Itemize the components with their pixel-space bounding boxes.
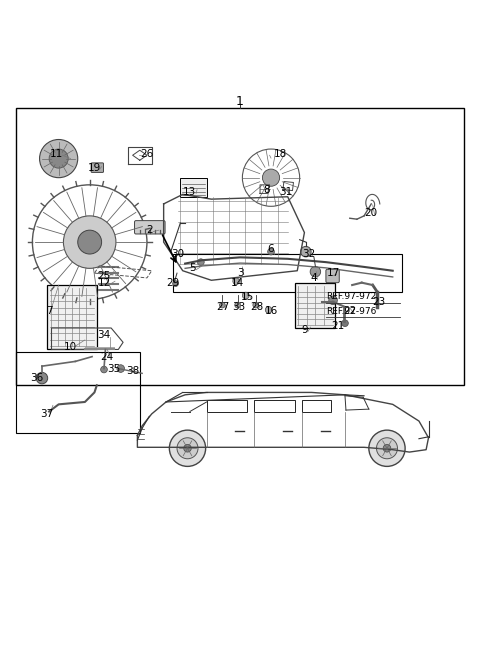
Text: 36: 36 bbox=[31, 373, 44, 383]
Text: 1: 1 bbox=[236, 95, 244, 108]
Text: 14: 14 bbox=[231, 277, 244, 288]
Circle shape bbox=[78, 230, 102, 254]
Circle shape bbox=[184, 445, 192, 452]
Circle shape bbox=[49, 149, 68, 168]
Text: 32: 32 bbox=[302, 249, 316, 259]
Text: 7: 7 bbox=[46, 306, 52, 316]
Circle shape bbox=[177, 438, 198, 459]
Text: 15: 15 bbox=[240, 292, 254, 302]
Text: 21: 21 bbox=[331, 321, 345, 331]
Circle shape bbox=[198, 259, 204, 266]
Text: 37: 37 bbox=[40, 409, 53, 419]
Text: 17: 17 bbox=[326, 268, 340, 278]
Text: REF.97-972: REF.97-972 bbox=[326, 293, 376, 302]
Circle shape bbox=[235, 302, 240, 308]
Circle shape bbox=[376, 438, 397, 459]
Text: REF.97-976: REF.97-976 bbox=[326, 307, 376, 316]
Circle shape bbox=[342, 320, 348, 327]
Circle shape bbox=[268, 249, 275, 255]
FancyBboxPatch shape bbox=[91, 163, 104, 173]
Text: 8: 8 bbox=[263, 184, 270, 195]
Text: 16: 16 bbox=[264, 306, 277, 316]
Circle shape bbox=[63, 216, 116, 268]
Circle shape bbox=[265, 306, 272, 313]
Text: 24: 24 bbox=[100, 352, 113, 361]
Text: 3: 3 bbox=[237, 268, 243, 278]
Bar bbox=[295, 283, 336, 328]
Text: 19: 19 bbox=[88, 163, 101, 173]
Circle shape bbox=[263, 169, 280, 186]
Bar bbox=[302, 400, 331, 411]
Text: 13: 13 bbox=[183, 187, 196, 197]
Circle shape bbox=[39, 140, 78, 178]
Circle shape bbox=[310, 266, 321, 277]
Circle shape bbox=[242, 292, 249, 299]
Circle shape bbox=[219, 302, 225, 308]
Bar bbox=[16, 108, 464, 385]
Text: 12: 12 bbox=[97, 277, 110, 288]
Circle shape bbox=[300, 247, 311, 257]
Text: 34: 34 bbox=[97, 330, 110, 340]
Text: 35: 35 bbox=[107, 363, 120, 373]
Text: 18: 18 bbox=[274, 149, 287, 159]
Text: 26: 26 bbox=[140, 149, 154, 159]
Text: 22: 22 bbox=[343, 306, 356, 316]
Circle shape bbox=[329, 296, 337, 304]
Text: 4: 4 bbox=[311, 273, 317, 283]
Circle shape bbox=[233, 278, 240, 285]
FancyBboxPatch shape bbox=[134, 220, 165, 234]
Text: 9: 9 bbox=[301, 325, 308, 335]
Text: 6: 6 bbox=[268, 244, 275, 255]
Text: 11: 11 bbox=[49, 149, 63, 159]
Circle shape bbox=[101, 366, 108, 373]
Circle shape bbox=[36, 373, 48, 384]
Bar bbox=[180, 178, 206, 197]
Circle shape bbox=[369, 430, 405, 466]
Bar bbox=[16, 352, 140, 433]
Text: 20: 20 bbox=[365, 209, 378, 218]
Text: 31: 31 bbox=[279, 187, 292, 197]
Circle shape bbox=[383, 445, 391, 452]
Circle shape bbox=[169, 430, 205, 466]
Circle shape bbox=[253, 302, 259, 308]
Text: 25: 25 bbox=[97, 270, 110, 281]
Bar bbox=[47, 285, 97, 350]
Text: 28: 28 bbox=[250, 302, 264, 312]
FancyBboxPatch shape bbox=[326, 270, 339, 283]
Text: 10: 10 bbox=[64, 342, 77, 352]
Bar bbox=[254, 400, 295, 411]
Text: 30: 30 bbox=[171, 249, 184, 259]
Text: 29: 29 bbox=[167, 277, 180, 288]
Text: 27: 27 bbox=[216, 302, 230, 312]
Text: 2: 2 bbox=[146, 225, 153, 235]
Text: 33: 33 bbox=[232, 302, 245, 312]
Bar bbox=[173, 254, 402, 292]
Text: 38: 38 bbox=[126, 366, 139, 376]
Circle shape bbox=[173, 281, 179, 287]
Text: 23: 23 bbox=[372, 297, 385, 307]
Circle shape bbox=[117, 365, 124, 373]
Text: 5: 5 bbox=[189, 263, 195, 274]
Bar bbox=[206, 400, 247, 411]
